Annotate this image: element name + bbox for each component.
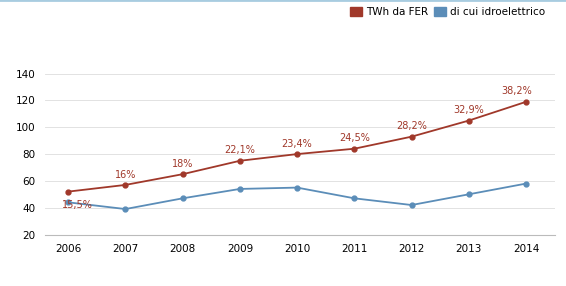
Text: 38,2%: 38,2% — [501, 86, 532, 96]
Text: 23,4%: 23,4% — [282, 139, 312, 149]
Text: 32,9%: 32,9% — [453, 105, 484, 115]
Text: 22,1%: 22,1% — [225, 145, 255, 155]
Legend: TWh da FER, di cui idroelettrico: TWh da FER, di cui idroelettrico — [345, 3, 550, 21]
Text: 16%: 16% — [115, 170, 136, 180]
Text: 24,5%: 24,5% — [339, 133, 370, 143]
Text: 18%: 18% — [172, 159, 194, 169]
Text: 15,5%: 15,5% — [62, 200, 93, 210]
Text: 28,2%: 28,2% — [396, 121, 427, 131]
